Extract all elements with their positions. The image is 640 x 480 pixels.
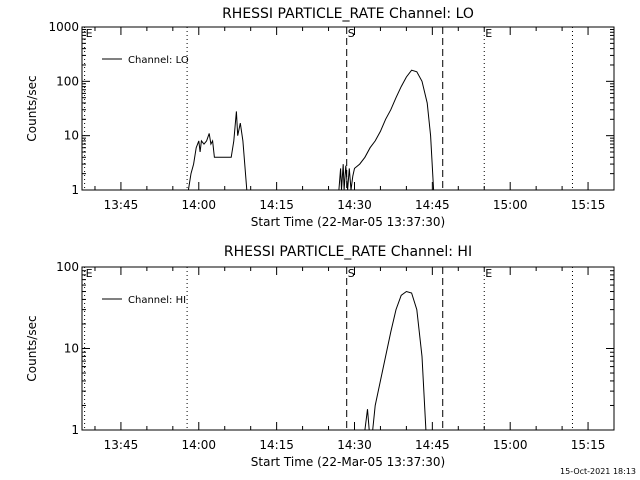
- plot-frame: [81, 26, 615, 191]
- x-tick-label: 15:15: [571, 438, 606, 452]
- y-tick-label: 100: [56, 260, 79, 274]
- x-tick-label: 15:00: [493, 198, 528, 212]
- time-marker-label: E: [485, 27, 492, 40]
- x-tick-label: 14:15: [259, 438, 294, 452]
- x-tick-label: 14:00: [181, 438, 216, 452]
- x-tick-label: 14:30: [337, 438, 372, 452]
- legend-label: Channel: HI: [128, 295, 186, 306]
- time-marker-label: E: [485, 267, 492, 280]
- time-marker-label: S: [348, 267, 355, 280]
- series-line: [372, 290, 427, 431]
- x-tick-label: 15:00: [493, 438, 528, 452]
- plot-frame: [81, 266, 615, 431]
- y-tick-label: 100: [56, 74, 79, 88]
- series-line: [187, 111, 248, 191]
- panel-lo: RHESSI PARTICLE_RATE Channel: LO 13:45 14:…: [25, 6, 615, 229]
- y-tick-label: 1000: [48, 20, 79, 34]
- time-marker-label: E: [86, 27, 93, 40]
- x-tick-label: 14:00: [181, 198, 216, 212]
- timestamp: 15-Oct-2021 18:13: [560, 467, 636, 476]
- x-tick-label: 14:45: [415, 438, 450, 452]
- time-marker-label: E: [86, 267, 93, 280]
- x-tick-label: 13:45: [104, 438, 139, 452]
- chart-title: RHESSI PARTICLE_RATE Channel: LO: [222, 6, 474, 22]
- y-axis-label: Counts/sec: [25, 75, 39, 141]
- x-tick-label: 14:30: [337, 198, 372, 212]
- y-tick-label: 10: [64, 342, 79, 356]
- y-tick-label: 1: [71, 183, 79, 197]
- panel-hi: RHESSI PARTICLE_RATE Channel: HI 13:45 14:…: [25, 244, 615, 469]
- x-tick-label: 13:45: [104, 198, 139, 212]
- chart-title: RHESSI PARTICLE_RATE Channel: HI: [224, 244, 472, 260]
- series-line: [364, 409, 370, 431]
- x-tick-label: 15:15: [571, 198, 606, 212]
- y-tick-label: 1: [71, 423, 79, 437]
- x-tick-label: 14:15: [259, 198, 294, 212]
- x-axis-label: Start Time (22-Mar-05 13:37:30): [251, 455, 445, 469]
- x-tick-label: 14:45: [415, 198, 450, 212]
- series-line: [338, 69, 435, 191]
- y-axis-label: Counts/sec: [25, 315, 39, 381]
- time-marker-label: S: [348, 27, 355, 40]
- legend-label: Channel: LO: [128, 55, 189, 66]
- x-axis-label: Start Time (22-Mar-05 13:37:30): [251, 215, 445, 229]
- y-tick-label: 10: [64, 129, 79, 143]
